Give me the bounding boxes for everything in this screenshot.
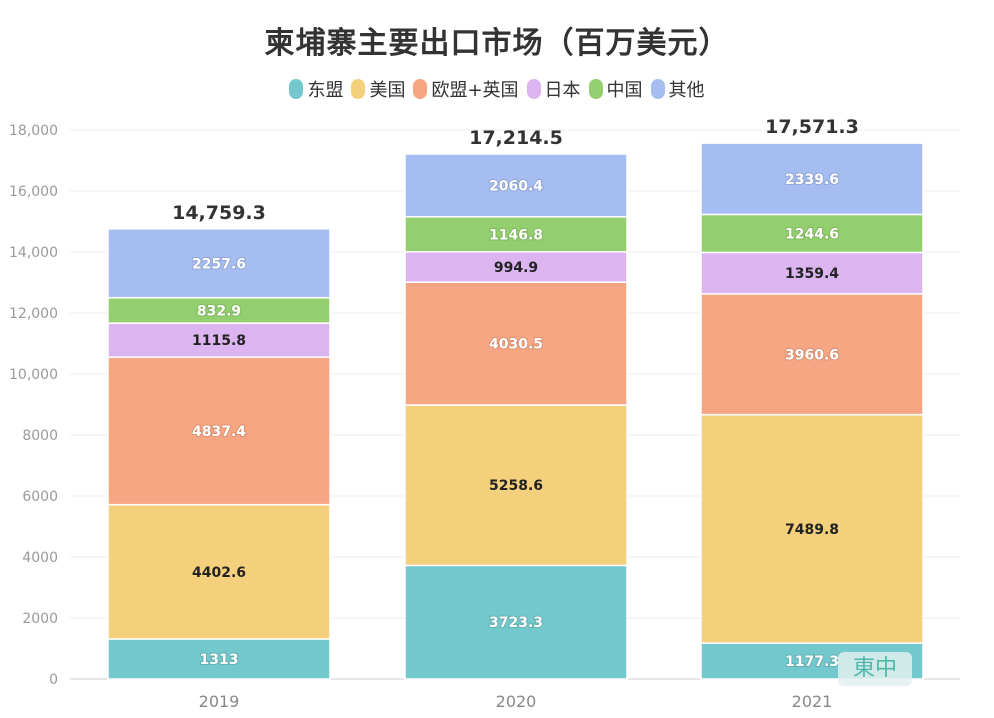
data-label: 2339.6 — [785, 172, 839, 188]
data-label: 4030.5 — [489, 337, 543, 353]
bar-segment — [107, 228, 331, 299]
data-label: 7489.8 — [785, 522, 839, 538]
legend-item[interactable]: 其他 — [650, 76, 705, 102]
data-label: 4402.6 — [192, 565, 246, 581]
total-label: 14,759.3 — [172, 202, 266, 224]
y-tick-label: 8000 — [22, 428, 58, 444]
bar-segment — [700, 293, 924, 416]
bar-segment — [107, 503, 331, 640]
legend-item[interactable]: 欧盟+英国 — [413, 76, 519, 102]
bar-segment — [700, 142, 924, 216]
legend-item[interactable]: 东盟 — [289, 76, 343, 102]
data-label: 2060.4 — [489, 178, 543, 194]
legend-label: 日本 — [544, 80, 581, 101]
legend-swatch — [413, 79, 428, 99]
data-label: 1313 — [200, 652, 239, 668]
legend-swatch — [650, 79, 665, 99]
bar-segment — [404, 564, 628, 680]
data-label: 1115.8 — [192, 333, 246, 349]
watermark-logo: 東中 — [838, 652, 912, 686]
legend-swatch — [289, 79, 304, 99]
data-label: 1244.6 — [785, 226, 839, 242]
bar-segment — [404, 153, 628, 218]
legend-item[interactable]: 中国 — [588, 76, 643, 102]
y-tick-label: 16,000 — [9, 184, 58, 200]
y-tick-label: 0 — [49, 672, 58, 688]
y-tick-label: 18,000 — [9, 123, 58, 139]
legend-label: 其他 — [668, 80, 705, 101]
bar-segment — [404, 216, 628, 253]
legend-label: 中国 — [606, 80, 643, 101]
legend-swatch — [351, 79, 366, 99]
x-tick-label: 2021 — [792, 692, 833, 711]
legend-label: 美国 — [369, 80, 406, 101]
bar-segment — [700, 213, 924, 254]
data-label: 994.9 — [494, 260, 538, 276]
bar-segment — [107, 356, 331, 506]
data-label: 5258.6 — [489, 478, 543, 494]
y-tick-label: 12,000 — [9, 306, 58, 322]
legend-swatch — [526, 79, 541, 99]
x-tick-label: 2019 — [199, 692, 240, 711]
y-tick-label: 2000 — [22, 611, 58, 627]
legend-item[interactable]: 日本 — [526, 76, 581, 102]
legend-item[interactable]: 美国 — [351, 76, 405, 102]
data-label: 1359.4 — [785, 266, 839, 282]
data-label: 4837.4 — [192, 424, 246, 440]
legend-label: 东盟 — [307, 80, 344, 101]
data-label: 1177.3 — [785, 654, 839, 670]
y-tick-label: 6000 — [22, 489, 58, 505]
data-label: 2257.6 — [192, 256, 246, 272]
chart-title: 柬埔寨主要出口市场（百万美元） — [264, 26, 730, 61]
total-label: 17,214.5 — [469, 127, 563, 149]
data-label: 3960.6 — [785, 347, 839, 363]
data-label: 3723.3 — [489, 615, 543, 631]
bar-segment — [700, 413, 924, 644]
legend-swatch — [588, 79, 603, 99]
chart-legend: 东盟 美国 欧盟+英国 日本 中国 其他 — [0, 76, 994, 102]
bar-segment — [107, 322, 331, 358]
legend-label: 欧盟+英国 — [431, 80, 519, 101]
x-tick-label: 2020 — [496, 692, 537, 711]
data-label: 832.9 — [197, 303, 241, 319]
bar-segment — [404, 281, 628, 406]
y-tick-label: 4000 — [22, 550, 58, 566]
data-label: 1146.8 — [489, 227, 543, 243]
total-label: 17,571.3 — [765, 116, 859, 138]
y-tick-label: 10,000 — [9, 367, 58, 383]
bar-segment — [107, 296, 331, 324]
y-tick-label: 14,000 — [9, 245, 58, 261]
